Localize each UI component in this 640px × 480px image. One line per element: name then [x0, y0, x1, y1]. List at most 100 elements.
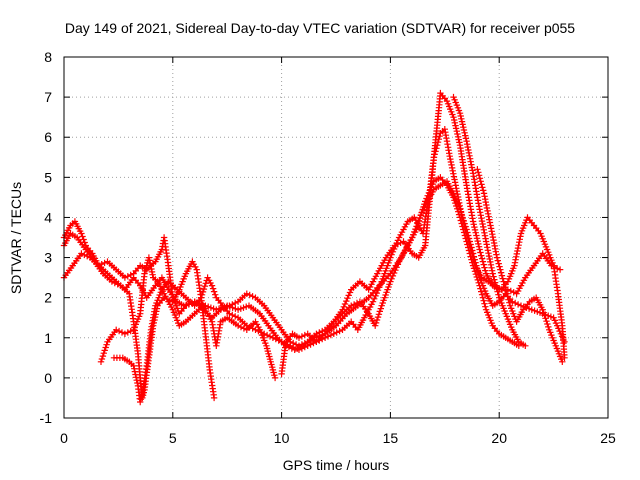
data-point	[418, 209, 425, 216]
data-point	[229, 301, 236, 308]
data-point	[344, 295, 351, 302]
data-point	[298, 333, 306, 340]
data-point	[301, 343, 308, 351]
data-point	[275, 337, 282, 344]
data-point	[98, 355, 106, 363]
data-point	[210, 394, 218, 402]
data-point	[101, 347, 108, 354]
x-axis-label: GPS time / hours	[283, 457, 390, 473]
data-point	[304, 342, 311, 349]
data-point	[246, 291, 253, 299]
data-point	[271, 374, 279, 382]
data-point	[208, 282, 216, 289]
data-point	[436, 133, 443, 140]
data-point	[369, 298, 377, 305]
data-point	[491, 276, 498, 283]
data-point	[100, 350, 107, 357]
data-point	[290, 343, 297, 351]
data-point	[459, 214, 466, 221]
data-series	[60, 89, 568, 406]
data-point	[456, 110, 464, 117]
data-point	[513, 250, 520, 258]
data-point	[497, 269, 505, 276]
data-point	[114, 281, 121, 288]
data-point	[419, 206, 426, 213]
data-point	[481, 193, 488, 200]
data-point	[470, 173, 477, 180]
data-point	[497, 266, 504, 273]
data-point	[469, 253, 476, 260]
data-point	[512, 256, 519, 263]
data-point	[477, 178, 484, 185]
data-point	[561, 338, 568, 345]
data-point	[514, 301, 522, 308]
y-tick-label: 7	[44, 89, 52, 105]
data-point	[487, 225, 495, 232]
data-point	[341, 300, 349, 308]
data-point	[394, 241, 401, 248]
data-point	[455, 136, 462, 143]
data-point	[502, 287, 510, 294]
data-point	[476, 206, 483, 213]
data-point	[499, 275, 506, 282]
data-point	[258, 329, 265, 336]
data-point	[494, 257, 501, 264]
data-point	[118, 329, 126, 336]
data-point	[544, 320, 551, 328]
data-point	[539, 306, 546, 313]
data-point	[474, 276, 481, 284]
data-point	[482, 238, 490, 245]
data-point	[462, 226, 469, 233]
data-point	[130, 362, 137, 370]
y-axis-label: SDTVAR / TECUs	[8, 182, 24, 294]
data-point	[388, 275, 395, 282]
data-point	[522, 342, 529, 349]
data-point	[472, 229, 479, 236]
data-point	[243, 322, 250, 329]
data-point	[459, 121, 466, 128]
data-point	[489, 270, 496, 277]
data-point	[182, 302, 190, 309]
data-point	[232, 299, 239, 307]
data-point	[478, 288, 485, 295]
data-point	[307, 341, 314, 348]
data-point	[98, 261, 105, 268]
data-point	[416, 215, 424, 222]
data-point	[540, 309, 547, 316]
data-point	[467, 244, 474, 251]
data-point	[475, 169, 482, 176]
data-point	[504, 293, 511, 300]
data-point	[492, 282, 500, 289]
data-point	[476, 175, 484, 182]
data-point	[480, 187, 487, 194]
series-track-g	[450, 93, 529, 349]
data-point	[510, 289, 517, 296]
data-point	[147, 263, 154, 270]
data-point	[374, 313, 382, 321]
data-point	[478, 291, 486, 298]
data-point	[498, 272, 506, 279]
x-tick-label: 5	[169, 430, 177, 446]
data-point	[502, 284, 509, 291]
data-point	[471, 226, 479, 234]
data-point	[481, 264, 488, 271]
data-point	[201, 283, 208, 290]
data-point	[261, 330, 268, 337]
y-tick-label: 1	[44, 330, 52, 346]
data-point	[515, 242, 522, 249]
data-point	[121, 274, 129, 281]
data-point	[470, 256, 477, 263]
data-point	[551, 263, 558, 271]
data-point	[465, 238, 472, 245]
data-point	[372, 322, 379, 329]
data-point	[476, 246, 483, 253]
data-point	[480, 297, 487, 304]
data-point	[102, 344, 109, 351]
data-point	[313, 330, 320, 337]
data-point	[463, 229, 470, 236]
plot-frame	[63, 56, 609, 419]
y-tick-label: 6	[44, 129, 52, 145]
grid	[64, 57, 608, 418]
data-point	[545, 323, 552, 331]
